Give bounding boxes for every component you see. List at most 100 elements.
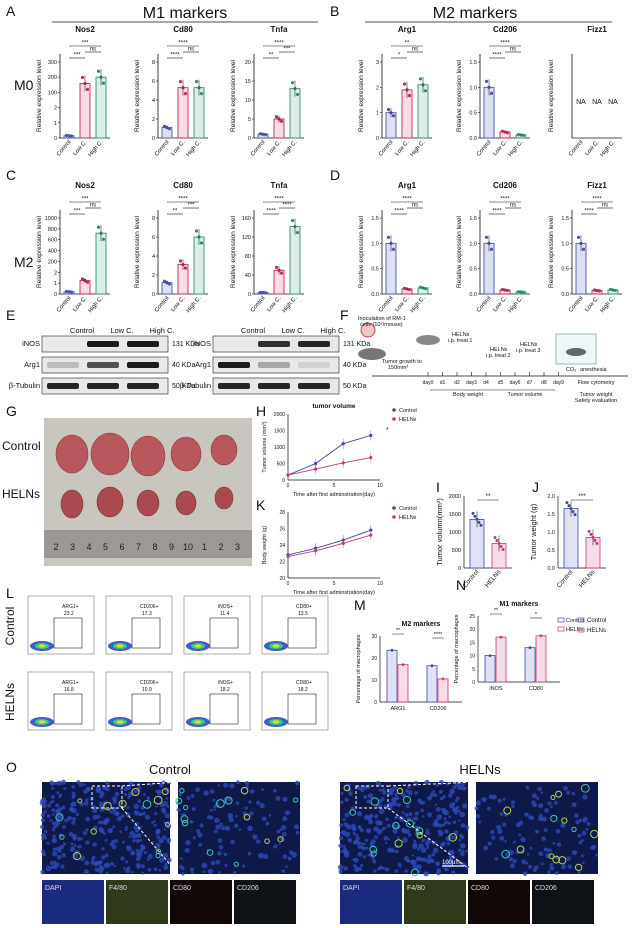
nucleus <box>162 835 165 839</box>
stained-cell <box>416 832 423 839</box>
nucleus <box>54 824 58 828</box>
nucleus <box>178 792 182 797</box>
x-tick-label: High C. <box>600 295 617 314</box>
nucleus <box>133 803 140 810</box>
nucleus <box>529 846 533 850</box>
sig-label: *** <box>578 493 586 500</box>
nucleus <box>459 811 466 818</box>
nucleus <box>394 816 398 820</box>
nucleus <box>217 838 223 843</box>
sig-label: *** <box>73 53 81 59</box>
data-point <box>183 266 188 270</box>
stained-cell <box>206 849 214 856</box>
tumor-specimen <box>170 436 202 472</box>
nucleus <box>62 842 67 846</box>
nucleus <box>44 829 48 834</box>
nucleus <box>420 847 427 853</box>
nucleus <box>56 780 62 786</box>
x-tick-label: Control <box>556 568 575 589</box>
nucleus <box>438 789 443 794</box>
legend-marker <box>557 626 565 632</box>
nucleus <box>137 852 143 858</box>
data-point <box>279 271 284 275</box>
blot-row-label: iNOS <box>22 339 40 348</box>
nucleus <box>98 865 104 870</box>
flow-plot-helns: CD206+10.9 <box>105 671 173 731</box>
nucleus <box>360 788 365 793</box>
panel-letter: A <box>6 3 16 19</box>
nucleus <box>202 870 206 874</box>
y-tick-label: 3 <box>376 60 379 66</box>
nucleus <box>71 784 75 789</box>
channel-label: CD206 <box>535 885 557 892</box>
panel-letter: C <box>6 167 16 183</box>
data-point <box>592 288 597 292</box>
if-helns-title: HELNs <box>459 762 501 777</box>
legend-marker <box>557 617 565 623</box>
nucleus <box>543 828 548 833</box>
nucleus <box>520 837 526 843</box>
nucleus <box>71 820 76 825</box>
nucleus <box>43 799 48 804</box>
nucleus <box>146 858 150 862</box>
data-point <box>593 538 597 542</box>
gate-box <box>53 693 83 725</box>
nucleus <box>491 835 496 840</box>
y-tick-label: 120 <box>242 235 251 241</box>
nucleus <box>281 831 287 837</box>
y-axis-label: Relative expression level <box>548 216 555 288</box>
nucleus <box>218 845 224 850</box>
nucleus <box>85 840 90 845</box>
nucleus <box>154 812 158 816</box>
stained-cell <box>392 821 400 830</box>
nucleus <box>487 806 491 811</box>
data-point <box>286 473 290 477</box>
nucleus <box>250 789 255 794</box>
nucleus <box>342 845 346 849</box>
blot-band <box>87 383 119 389</box>
nucleus <box>104 838 108 842</box>
nucleus <box>275 796 281 801</box>
y-tick-label: 0 <box>472 680 475 686</box>
stained-cell <box>369 845 378 854</box>
nucleus <box>567 864 572 869</box>
nucleus <box>418 843 424 849</box>
data-point <box>573 513 577 517</box>
sig-label: **** <box>402 197 412 203</box>
data-point <box>423 287 428 291</box>
data-point <box>183 92 188 96</box>
nucleus <box>595 853 599 857</box>
gate-value: 18.2 <box>298 687 308 693</box>
nucleus <box>385 817 389 822</box>
blot-band <box>47 362 79 368</box>
sig-label: **** <box>492 53 502 59</box>
y-tick-label: 0.0 <box>469 292 477 298</box>
nucleus <box>63 787 67 790</box>
nucleus <box>411 854 415 857</box>
day-label: day0 <box>423 380 434 386</box>
nucleus <box>483 845 489 851</box>
nucleus <box>57 807 63 812</box>
x-axis-label: Time after first adminstration(day) <box>293 590 375 596</box>
nucleus <box>427 795 433 801</box>
y-tick-label: 1.5 <box>547 512 555 518</box>
body-weight-label: Body weight <box>453 392 483 398</box>
nucleus <box>515 850 520 855</box>
stained-cell <box>165 821 171 828</box>
nucleus <box>84 860 90 866</box>
nucleus <box>400 792 406 798</box>
data-point <box>591 535 595 539</box>
nucleus <box>441 823 446 827</box>
flow-label: Flow cytometry <box>578 380 615 386</box>
data-point <box>471 511 475 515</box>
nucleus <box>46 814 51 818</box>
nucleus <box>532 868 537 873</box>
data-point <box>581 247 586 251</box>
sig-label: ns <box>510 203 516 209</box>
y-tick-label: 0 <box>458 566 461 572</box>
nucleus <box>53 781 57 785</box>
data-point <box>495 539 499 543</box>
data-point <box>488 654 492 657</box>
stained-cell <box>558 856 567 865</box>
